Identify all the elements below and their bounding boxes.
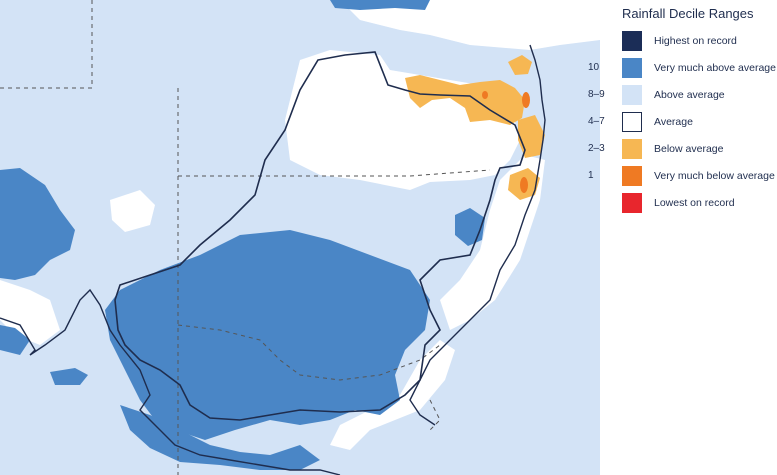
east-coastline xyxy=(409,44,546,426)
legend-item-swatch xyxy=(622,166,642,186)
legend-item-label: Highest on record xyxy=(654,35,737,47)
legend-item-code: 1 xyxy=(588,170,594,181)
dashed-boundary-river xyxy=(177,324,441,381)
legend-item-label: Very much above average xyxy=(654,62,776,74)
legend-item-swatch xyxy=(622,139,642,159)
very-above-area-island xyxy=(50,368,88,385)
very-above-area-north xyxy=(330,0,430,10)
average-area-top xyxy=(340,0,600,50)
legend-item: 1 Very much below average xyxy=(588,166,777,188)
legend-item-label: Above average xyxy=(654,89,725,101)
dashed-boundary-horizontal xyxy=(178,169,491,177)
rainfall-map xyxy=(0,0,600,475)
legend-item-swatch xyxy=(622,31,642,51)
legend: Rainfall Decile Ranges Highest on record… xyxy=(588,0,777,475)
very-above-area-peninsula xyxy=(0,325,30,355)
very-below-spot-3 xyxy=(482,91,488,99)
average-area-west xyxy=(110,190,155,232)
below-area-coast-north xyxy=(508,55,532,75)
legend-item-code: 10 xyxy=(588,62,600,73)
legend-item-swatch xyxy=(622,58,642,78)
very-above-area-central xyxy=(105,230,430,440)
legend-item: 8–9 Above average xyxy=(588,85,777,107)
legend-item: 2–3 Below average xyxy=(588,139,777,161)
very-above-area-west xyxy=(0,168,75,280)
legend-item-label: Below average xyxy=(654,143,724,155)
region-outline xyxy=(114,51,526,421)
legend-item-swatch xyxy=(622,85,642,105)
legend-item-code: 2–3 xyxy=(588,143,605,154)
legend-title: Rainfall Decile Ranges xyxy=(622,6,754,21)
very-below-spot-2 xyxy=(520,177,528,193)
dashed-boundary-north xyxy=(0,0,93,89)
legend-item-label: Lowest on record xyxy=(654,197,735,209)
legend-item-swatch xyxy=(622,193,642,213)
legend-item: 4–7 Average xyxy=(588,112,777,134)
very-below-spot-1 xyxy=(522,92,530,108)
legend-item-swatch xyxy=(622,112,642,132)
very-above-area-sw-coast xyxy=(120,405,320,470)
average-area-south-coast xyxy=(330,340,455,450)
legend-item: Lowest on record xyxy=(588,193,777,215)
legend-item-label: Very much below average xyxy=(654,170,775,182)
legend-item-code: 8–9 xyxy=(588,89,605,100)
legend-item: Highest on record xyxy=(588,31,777,53)
legend-item-label: Average xyxy=(654,116,693,128)
legend-item-code: 4–7 xyxy=(588,116,605,127)
coastline xyxy=(0,288,341,475)
legend-item: 10 Very much above average xyxy=(588,58,777,80)
